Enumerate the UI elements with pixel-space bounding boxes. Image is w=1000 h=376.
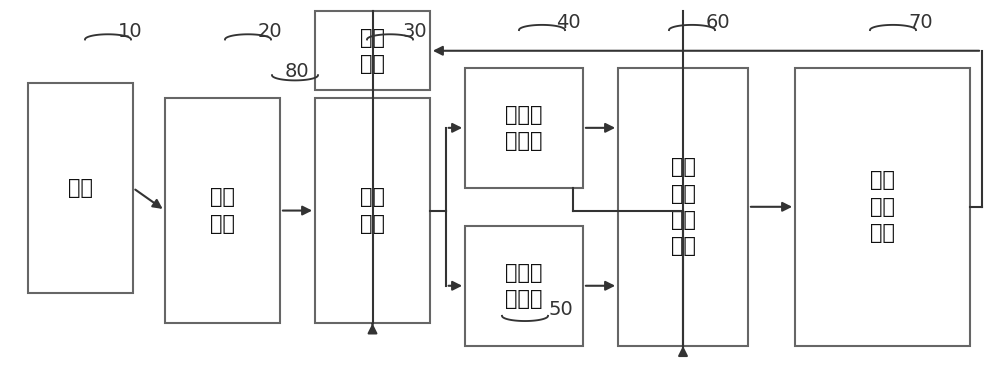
Text: 80: 80 [285, 62, 310, 81]
Text: 检测
模块: 检测 模块 [210, 187, 235, 234]
Text: 50: 50 [548, 300, 573, 318]
Text: 第二滤
波模块: 第二滤 波模块 [505, 105, 543, 151]
Bar [465, 226, 583, 346]
Text: 开关
模块: 开关 模块 [360, 187, 385, 234]
Text: 主控
模块: 主控 模块 [360, 27, 385, 74]
Text: 第一滤
波模块: 第一滤 波模块 [505, 262, 543, 309]
Text: 70: 70 [908, 13, 933, 32]
Text: 10: 10 [118, 23, 143, 41]
Bar [465, 68, 583, 188]
Bar [795, 68, 970, 346]
Bar [315, 11, 430, 90]
Text: 模数
转换
模块: 模数 转换 模块 [870, 170, 895, 243]
Text: 20: 20 [258, 23, 283, 41]
Text: 40: 40 [556, 13, 581, 32]
Bar [618, 68, 748, 346]
Text: 多路
选择
开关
模块: 多路 选择 开关 模块 [670, 157, 696, 256]
Bar [315, 98, 430, 323]
Bar [165, 98, 280, 323]
Text: 30: 30 [402, 23, 427, 41]
Text: 60: 60 [706, 13, 731, 32]
Bar [28, 83, 133, 293]
Text: 电池: 电池 [68, 178, 93, 198]
